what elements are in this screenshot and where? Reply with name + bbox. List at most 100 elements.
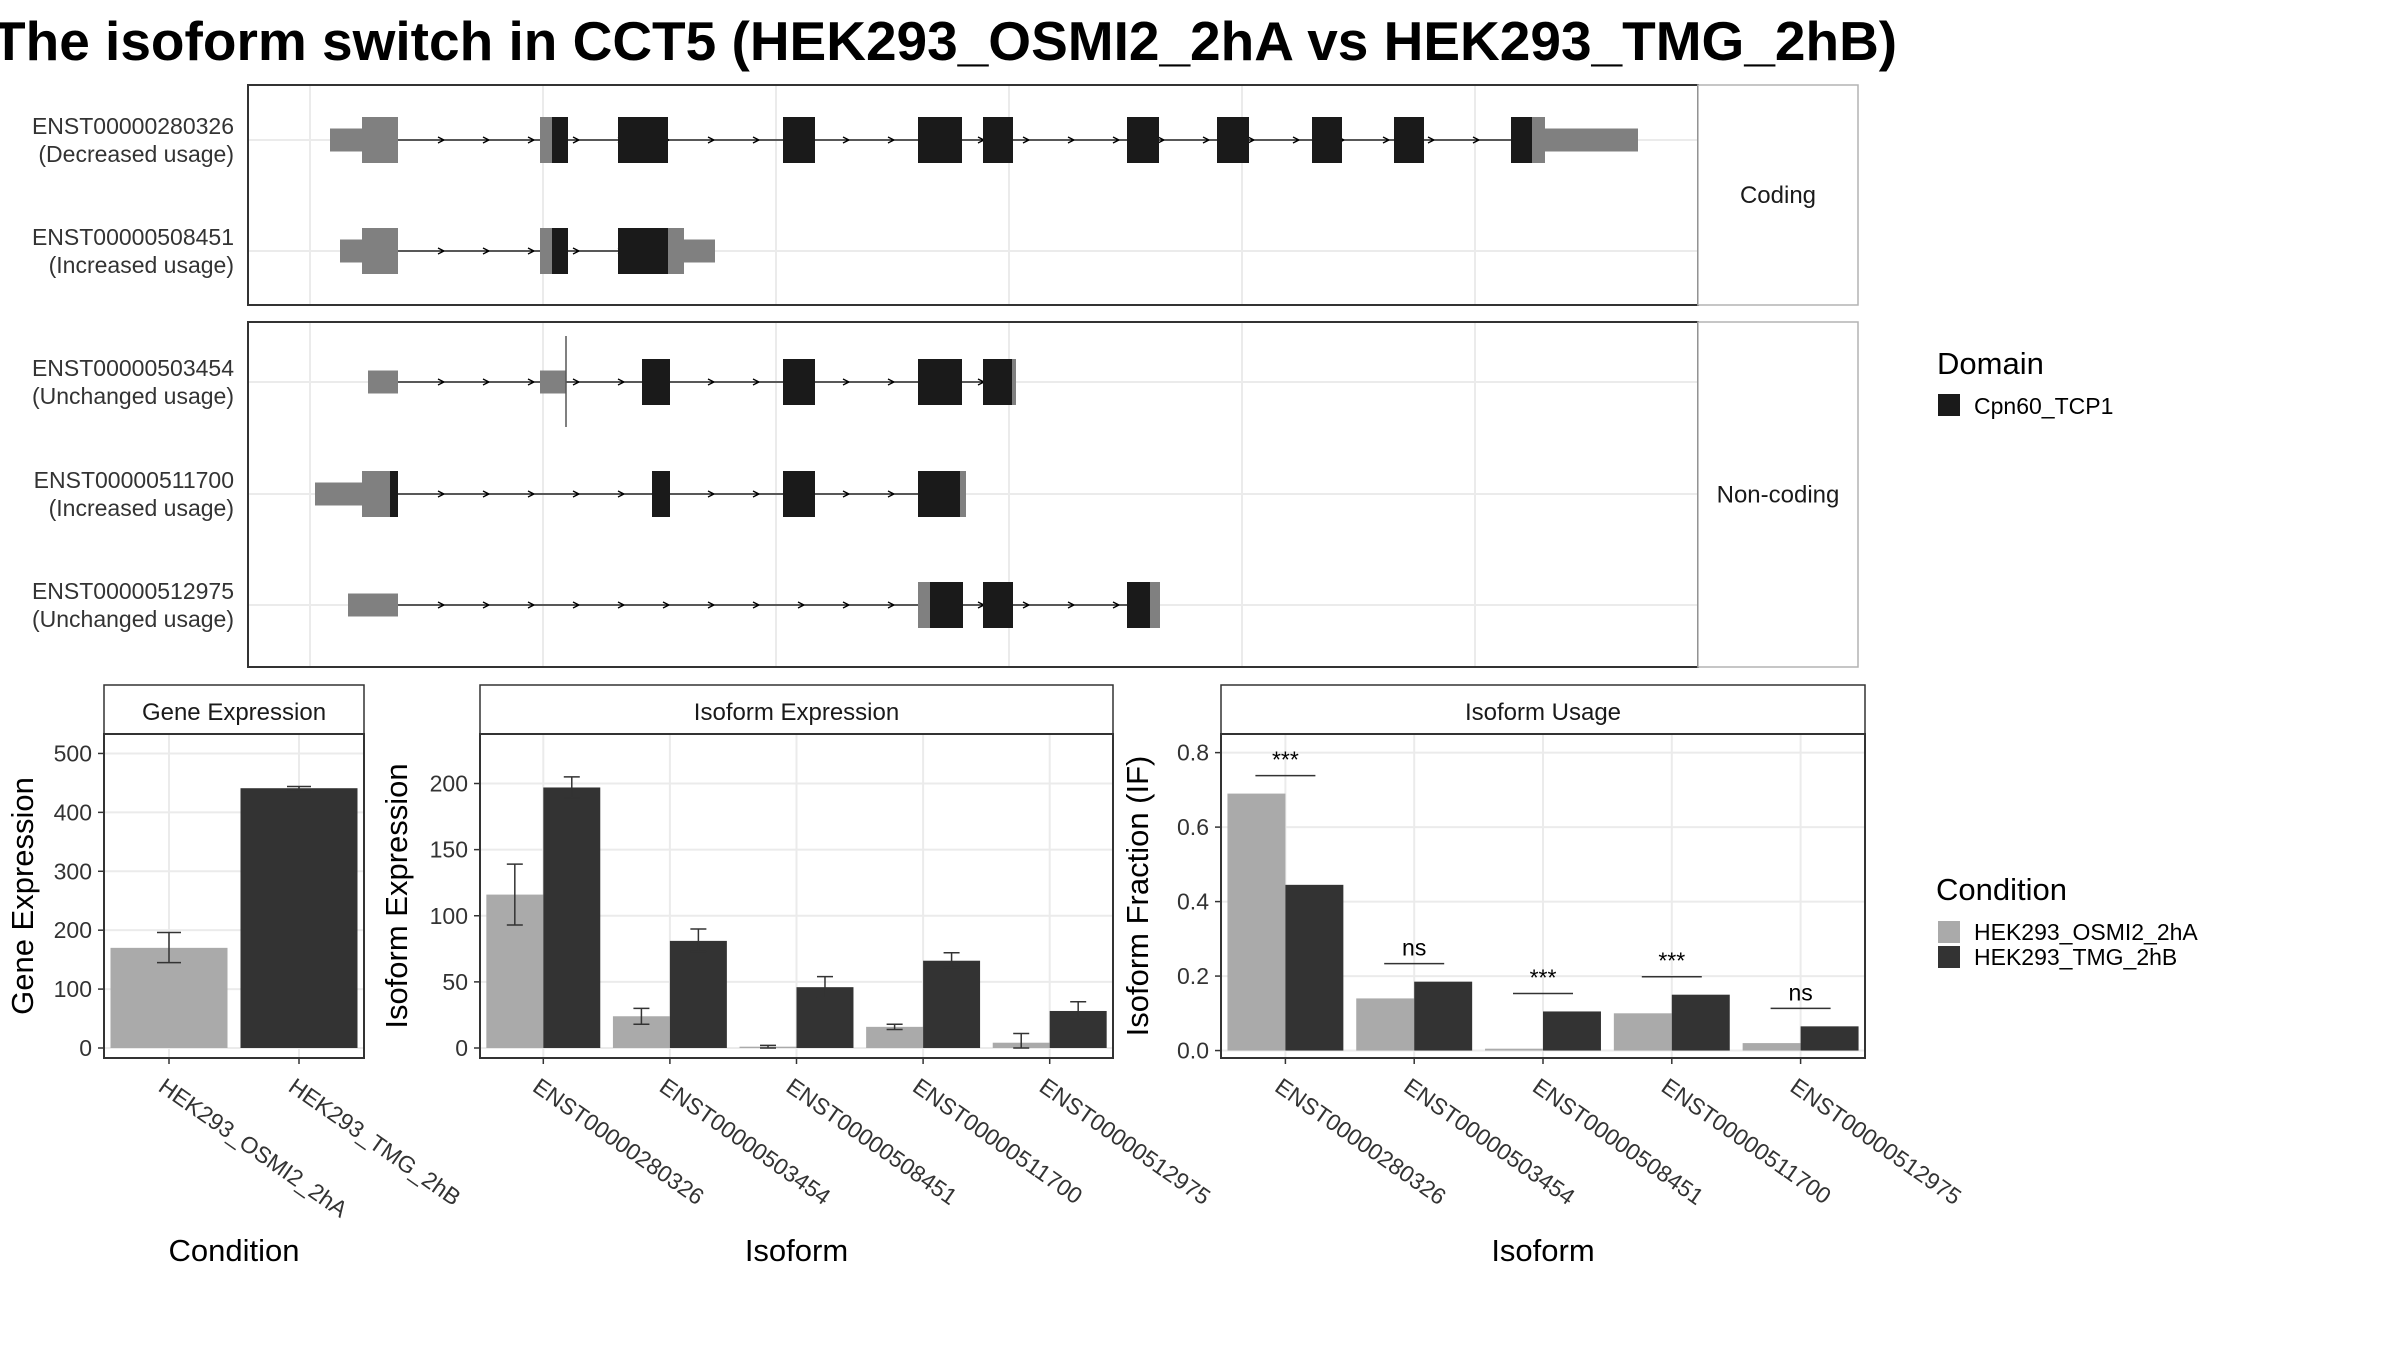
chart-title: Isoform Usage (1465, 699, 1621, 726)
bar (669, 940, 727, 1048)
domain-exon (783, 471, 815, 517)
chart-frame (1220, 733, 1866, 1059)
structure-panel-strip (1697, 321, 1859, 668)
domain-legend-title: Domain (1937, 346, 2044, 381)
domain-exon (1217, 117, 1249, 163)
intron-arrow (437, 136, 446, 144)
domain-legend-label: Cpn60_TCP1 (1974, 393, 2113, 419)
coding-exon (960, 471, 966, 517)
utr-exon (540, 370, 566, 394)
domain-exon (652, 471, 670, 517)
bar (1227, 793, 1286, 1051)
error-bar (633, 1007, 650, 1025)
intron-arrow (842, 378, 851, 386)
intron-arrow (617, 490, 626, 498)
x-axis-title: Condition (169, 1233, 300, 1268)
intron-arrow (707, 378, 716, 386)
bar (240, 788, 358, 1048)
y-tick-label: 300 (54, 858, 92, 884)
intron-arrow (1112, 601, 1121, 609)
error-bar (760, 1044, 777, 1049)
y-tick-label: 0.2 (1177, 963, 1209, 989)
significance-label: ns (1788, 979, 1812, 1005)
intron-arrow (752, 378, 761, 386)
condition-legend-swatch (1938, 921, 1960, 943)
significance-label: ns (1402, 935, 1426, 961)
error-bar (816, 975, 833, 999)
domain-legend-swatch (1938, 394, 1960, 416)
condition-legend-label: HEK293_TMG_2hB (1974, 944, 2177, 970)
intron-arrow (1067, 136, 1076, 144)
intron-arrow (887, 601, 896, 609)
intron-arrow (572, 601, 581, 609)
intron-arrow (1202, 136, 1211, 144)
domain-exon (1312, 117, 1342, 163)
utr-exon (368, 370, 398, 394)
transcript-usage-label: (Unchanged usage) (32, 383, 234, 409)
error-bar (943, 952, 960, 969)
transcript-usage-label: (Increased usage) (49, 252, 234, 278)
intron-arrow (482, 490, 491, 498)
bar (1671, 994, 1730, 1051)
domain-exon (1394, 117, 1424, 163)
transcript-usage-label: (Decreased usage) (38, 141, 234, 167)
y-axis-title: Isoform Fraction (IF) (1120, 756, 1155, 1037)
significance-label: *** (1530, 964, 1557, 990)
intron-arrow (797, 601, 806, 609)
intron-arrow (707, 490, 716, 498)
intron-arrow (1112, 136, 1121, 144)
intron-arrow (1427, 136, 1436, 144)
bar (543, 787, 601, 1048)
bar (923, 960, 981, 1048)
coding-exon (540, 117, 552, 163)
utr-exon (1545, 128, 1638, 152)
y-tick-label: 0.0 (1177, 1038, 1209, 1064)
intron-arrow (842, 601, 851, 609)
bar (110, 947, 228, 1048)
intron-arrow (1022, 136, 1031, 144)
domain-exon (918, 471, 960, 517)
structure-panel-strip (1697, 84, 1859, 306)
coding-exon (668, 228, 684, 274)
bar (1543, 1011, 1601, 1051)
intron-arrow (1292, 136, 1301, 144)
error-bar (157, 931, 181, 964)
domain-exon (1127, 117, 1159, 163)
domain-exon (918, 359, 962, 405)
intron-arrow (842, 136, 851, 144)
error-bar (1013, 1032, 1030, 1049)
intron-arrow (707, 601, 716, 609)
transcript-id-label: ENST00000512975 (32, 578, 234, 604)
utr-exon (340, 239, 362, 263)
transcript-row: ENST00000280326(Decreased usage) (32, 113, 1638, 167)
intron-arrow (527, 490, 536, 498)
transcript-row: ENST00000508451(Increased usage) (32, 224, 715, 278)
y-tick-label: 500 (54, 740, 92, 766)
intron-arrow (527, 601, 536, 609)
intron-arrow (482, 378, 491, 386)
condition-legend-title: Condition (1936, 872, 2067, 907)
bar (1485, 1048, 1543, 1051)
domain-exon (618, 228, 668, 274)
intron-arrow (482, 136, 491, 144)
intron-arrow (527, 378, 536, 386)
coding-exon (362, 471, 390, 517)
chart-title: Isoform Expression (694, 699, 899, 726)
structure-panel-label: Coding (1740, 182, 1816, 209)
intron-arrow (887, 490, 896, 498)
bar (1742, 1043, 1801, 1051)
chart-strip (1220, 684, 1866, 735)
error-bar (690, 928, 707, 953)
condition-legend-label: HEK293_OSMI2_2hA (1974, 919, 2198, 945)
transcript-usage-label: (Increased usage) (49, 495, 234, 521)
chart-frame (103, 733, 365, 1059)
structure-panel-frame (247, 84, 1699, 306)
bar (1356, 998, 1415, 1051)
intron-arrow (527, 136, 536, 144)
domain-exon (983, 117, 1013, 163)
intron-arrow (617, 601, 626, 609)
figure-title: The isoform switch in CCT5 (HEK293_OSMI2… (0, 10, 1897, 72)
chart-frame (479, 733, 1114, 1059)
